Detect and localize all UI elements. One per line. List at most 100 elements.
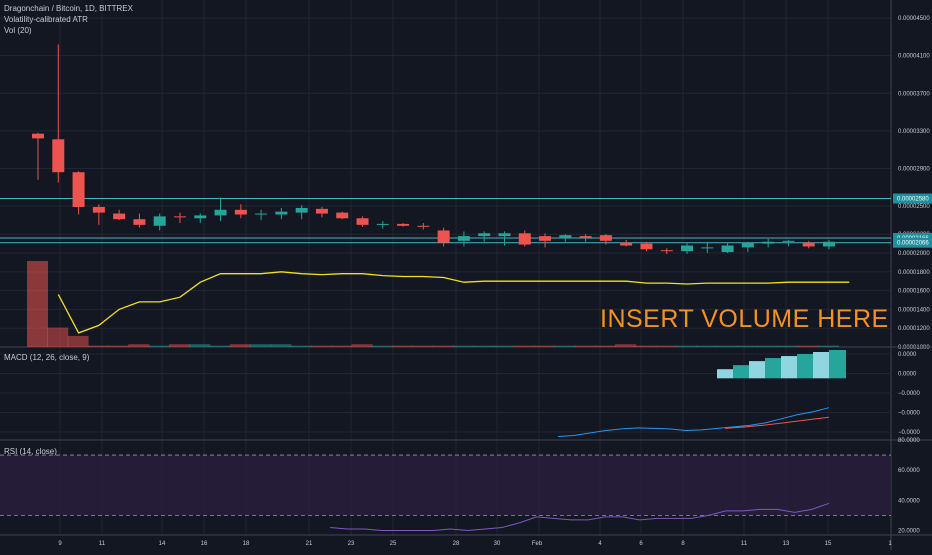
volume-bar-37	[777, 345, 799, 347]
volume-bar-38	[797, 345, 819, 347]
price-axis-label-0: 0.00004500	[898, 16, 930, 22]
candle-body-11	[255, 213, 268, 215]
candle-body-18	[397, 223, 410, 226]
candle-body-34	[721, 245, 734, 253]
volume-bar-27	[574, 345, 596, 347]
volume-bar-6	[148, 345, 170, 347]
candle-body-1	[52, 139, 65, 173]
price-axis-label-11: 0.00001200	[898, 326, 930, 332]
x-axis-label-2: 14	[159, 541, 166, 547]
macd-hist-bar-0	[717, 369, 734, 379]
candle-body-32	[681, 245, 694, 252]
volume-bar-34	[716, 345, 738, 347]
candle-body-10	[234, 209, 247, 215]
macd-signal-line	[724, 416, 830, 429]
price-axis-label-5: 0.00002500	[898, 204, 930, 210]
candle-body-31	[660, 250, 673, 252]
volume-bar-12	[270, 344, 292, 347]
candle-body-12	[275, 211, 288, 215]
macd-hist-bar-1	[733, 365, 750, 379]
candle-body-33	[701, 247, 714, 249]
candle-body-36	[762, 241, 775, 244]
macd-hist-bar-2	[749, 361, 766, 379]
candle-body-39	[823, 241, 835, 247]
candle-body-5	[133, 219, 146, 225]
candle-body-17	[376, 223, 389, 225]
volume-bar-7	[168, 344, 190, 347]
price-axis-label-7: 0.00002000	[898, 251, 930, 257]
volume-bar-8	[189, 344, 211, 347]
x-axis-label-16: 15	[825, 541, 832, 547]
volume-bar-20	[432, 345, 454, 347]
x-axis-label-13: 8	[681, 541, 685, 547]
x-axis-label-0: 9	[58, 541, 62, 547]
volume-bar-36	[757, 345, 779, 347]
volume-bar-19	[412, 345, 434, 347]
candle-body-38	[802, 242, 815, 247]
price-axis-label-12: 0.00001000	[898, 345, 930, 351]
price-axis-label-1: 0.00004100	[898, 54, 930, 60]
x-axis-label-4: 18	[243, 541, 250, 547]
candle-body-9	[214, 209, 227, 216]
volume-bar-24	[513, 345, 535, 347]
volume-bar-33	[696, 345, 718, 347]
macd-label: MACD (12, 26, close, 9)	[4, 353, 90, 362]
volume-bar-13	[290, 345, 312, 347]
macd-hist-bar-5	[797, 354, 814, 379]
price-axis-label-10: 0.00001400	[898, 307, 930, 313]
macd-line	[557, 407, 830, 437]
rsi-label: RSI (14, close)	[4, 447, 57, 456]
indicator-volume-label: Vol (20)	[4, 26, 32, 35]
annotation-text: INSERT VOLUME HERE	[600, 305, 889, 333]
rsi-axis-label-3: 20.0000	[898, 528, 920, 534]
volume-bar-18	[392, 345, 414, 347]
volume-bar-10	[229, 344, 251, 347]
volume-bar-23	[493, 345, 515, 347]
volume-bar-5	[128, 344, 150, 347]
x-axis-label-3: 16	[201, 541, 208, 547]
x-axis-label-5: 21	[306, 541, 313, 547]
candle-body-15	[336, 212, 349, 219]
atr-line	[57, 271, 850, 334]
rsi-axis-label-1: 60.0000	[898, 468, 920, 474]
volume-bar-22	[473, 345, 495, 347]
candle-body-16	[356, 218, 369, 225]
rsi-axis-label-0: 80.0000	[898, 438, 920, 444]
candle-body-7	[173, 216, 186, 218]
volume-bar-11	[250, 344, 272, 347]
candle-body-19	[417, 225, 430, 227]
candle-body-25	[539, 236, 552, 241]
macd-hist-bar-3	[765, 358, 782, 379]
price-tag-label-0: 0.00002580	[897, 197, 929, 203]
price-axis-label-2: 0.00003700	[898, 91, 930, 97]
price-axis-label-8: 0.00001800	[898, 270, 930, 276]
rsi-axis-label-2: 40.0000	[898, 498, 920, 504]
macd-axis-label-4: −0.0000	[898, 430, 921, 436]
candle-body-2	[72, 172, 85, 207]
x-axis-label-8: 28	[453, 541, 460, 547]
x-axis-label-7: 25	[390, 541, 397, 547]
candle-body-13	[295, 207, 308, 213]
volume-bar-29	[615, 344, 637, 347]
volume-bar-17	[371, 345, 393, 347]
candle-body-35	[741, 242, 754, 248]
indicator-atr-label: Volatility-calibrated ATR	[4, 15, 88, 24]
candle-body-30	[640, 243, 653, 250]
rsi-line	[329, 502, 830, 532]
x-axis-label-1: 11	[99, 541, 106, 547]
candle-body-37	[782, 240, 795, 242]
macd-axis-label-0: 0.0000	[898, 352, 917, 358]
macd-hist-bar-7	[829, 349, 846, 379]
price-tag-label-2: 0.00002066	[897, 241, 929, 247]
candle-body-22	[478, 233, 491, 237]
volume-bar-3	[87, 345, 109, 347]
chart-title: Dragonchain / Bitcoin, 1D, BITTREX	[4, 4, 133, 13]
volume-bar-35	[736, 345, 758, 347]
volume-bar-30	[635, 345, 657, 347]
macd-axis-label-2: −0.0000	[898, 391, 921, 397]
x-axis-label-17: 1	[888, 541, 892, 547]
rsi-band	[0, 455, 891, 516]
x-axis-label-11: 4	[598, 541, 602, 547]
candle-body-29	[620, 242, 633, 246]
